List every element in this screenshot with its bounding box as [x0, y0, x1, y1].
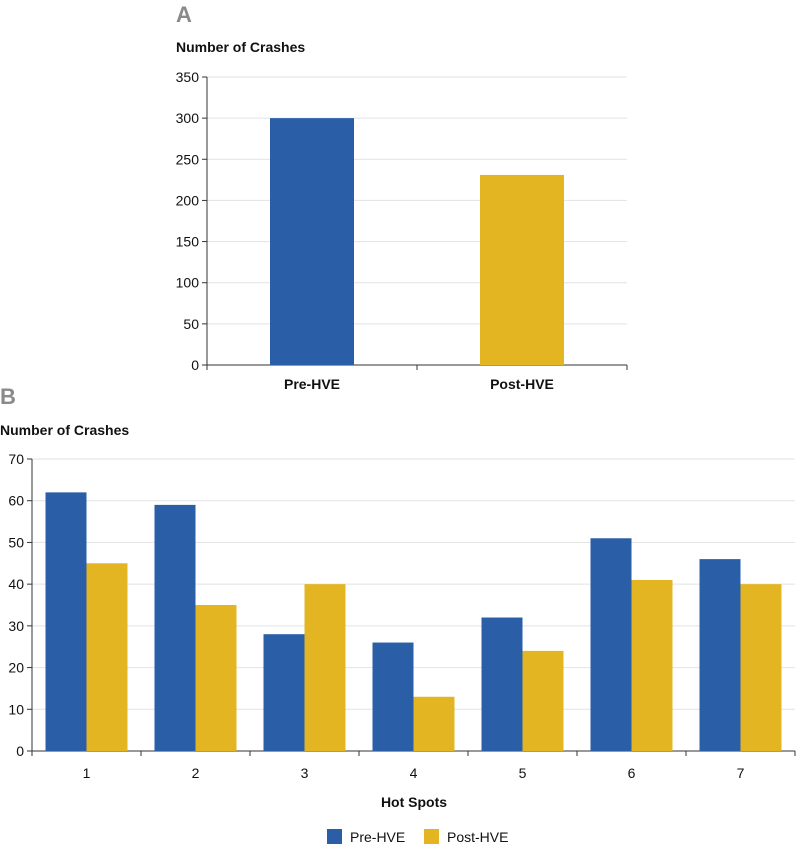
y-tick-label: 20	[8, 660, 24, 676]
bar-pre-hve	[270, 118, 354, 366]
bar-post-hve-hotspot-2	[195, 605, 237, 751]
y-tick-label: 10	[8, 701, 24, 717]
y-tick-label: 0	[191, 357, 199, 373]
bar-pre-hve-hotspot-4	[372, 642, 414, 751]
x-category-label: 4	[410, 765, 418, 781]
panel-b-y-axis-label: Number of Crashes	[0, 422, 129, 438]
x-category-label: 1	[83, 765, 91, 781]
y-tick-label: 50	[183, 316, 199, 332]
y-tick-label: 60	[8, 493, 24, 509]
panel-b-x-axis-label: Hot Spots	[381, 794, 447, 810]
y-tick-label: 50	[8, 534, 24, 550]
panel-a-chart: 0 50 100 150 200 250 300 350 Pre-HVE Post-HVE	[176, 69, 628, 392]
legend: Pre-HVE Post-HVE	[327, 829, 508, 845]
y-tick-label: 70	[8, 451, 24, 467]
bar-post-hve-hotspot-4	[413, 696, 455, 751]
panel-b-letter: B	[0, 384, 16, 409]
bar-post-hve-hotspot-1	[86, 563, 128, 751]
bar-pre-hve-hotspot-3	[263, 634, 305, 751]
legend-label-pre-hve: Pre-HVE	[350, 829, 405, 845]
bar-post-hve-hotspot-7	[740, 584, 782, 751]
x-category-label: 6	[628, 765, 636, 781]
y-tick-label: 150	[176, 234, 200, 250]
bar-pre-hve-hotspot-7	[699, 559, 741, 751]
x-category-label: 7	[737, 765, 745, 781]
x-category-label: 2	[192, 765, 200, 781]
y-tick-label: 0	[16, 743, 24, 759]
bar-post-hve-hotspot-3	[304, 584, 346, 751]
y-tick-label: 30	[8, 618, 24, 634]
panel-a-letter: A	[176, 2, 192, 27]
y-tick-label: 200	[176, 192, 200, 208]
bar-pre-hve-hotspot-6	[590, 538, 632, 751]
legend-swatch-post-hve	[424, 829, 439, 844]
bar-pre-hve-hotspot-5	[481, 617, 523, 751]
y-tick-label: 250	[176, 151, 200, 167]
bar-pre-hve-hotspot-2	[154, 504, 196, 751]
x-category-label: 3	[301, 765, 309, 781]
bar-pre-hve-hotspot-1	[45, 492, 87, 751]
panel-b-chart: 0 10 20 30 40 50 60 70 1 2 3 4 5 6 7	[8, 451, 796, 781]
legend-label-post-hve: Post-HVE	[447, 829, 508, 845]
x-category-label: Post-HVE	[490, 376, 554, 392]
y-tick-label: 350	[176, 69, 200, 85]
bar-post-hve-hotspot-6	[631, 579, 673, 751]
y-tick-label: 40	[8, 576, 24, 592]
bar-post-hve	[480, 174, 564, 365]
x-category-label: 5	[519, 765, 527, 781]
bar-post-hve-hotspot-5	[522, 650, 564, 751]
panel-a-y-axis-label: Number of Crashes	[176, 39, 305, 55]
y-tick-label: 300	[176, 110, 200, 126]
legend-swatch-pre-hve	[327, 829, 342, 844]
y-tick-label: 100	[176, 275, 200, 291]
x-category-label: Pre-HVE	[284, 376, 340, 392]
